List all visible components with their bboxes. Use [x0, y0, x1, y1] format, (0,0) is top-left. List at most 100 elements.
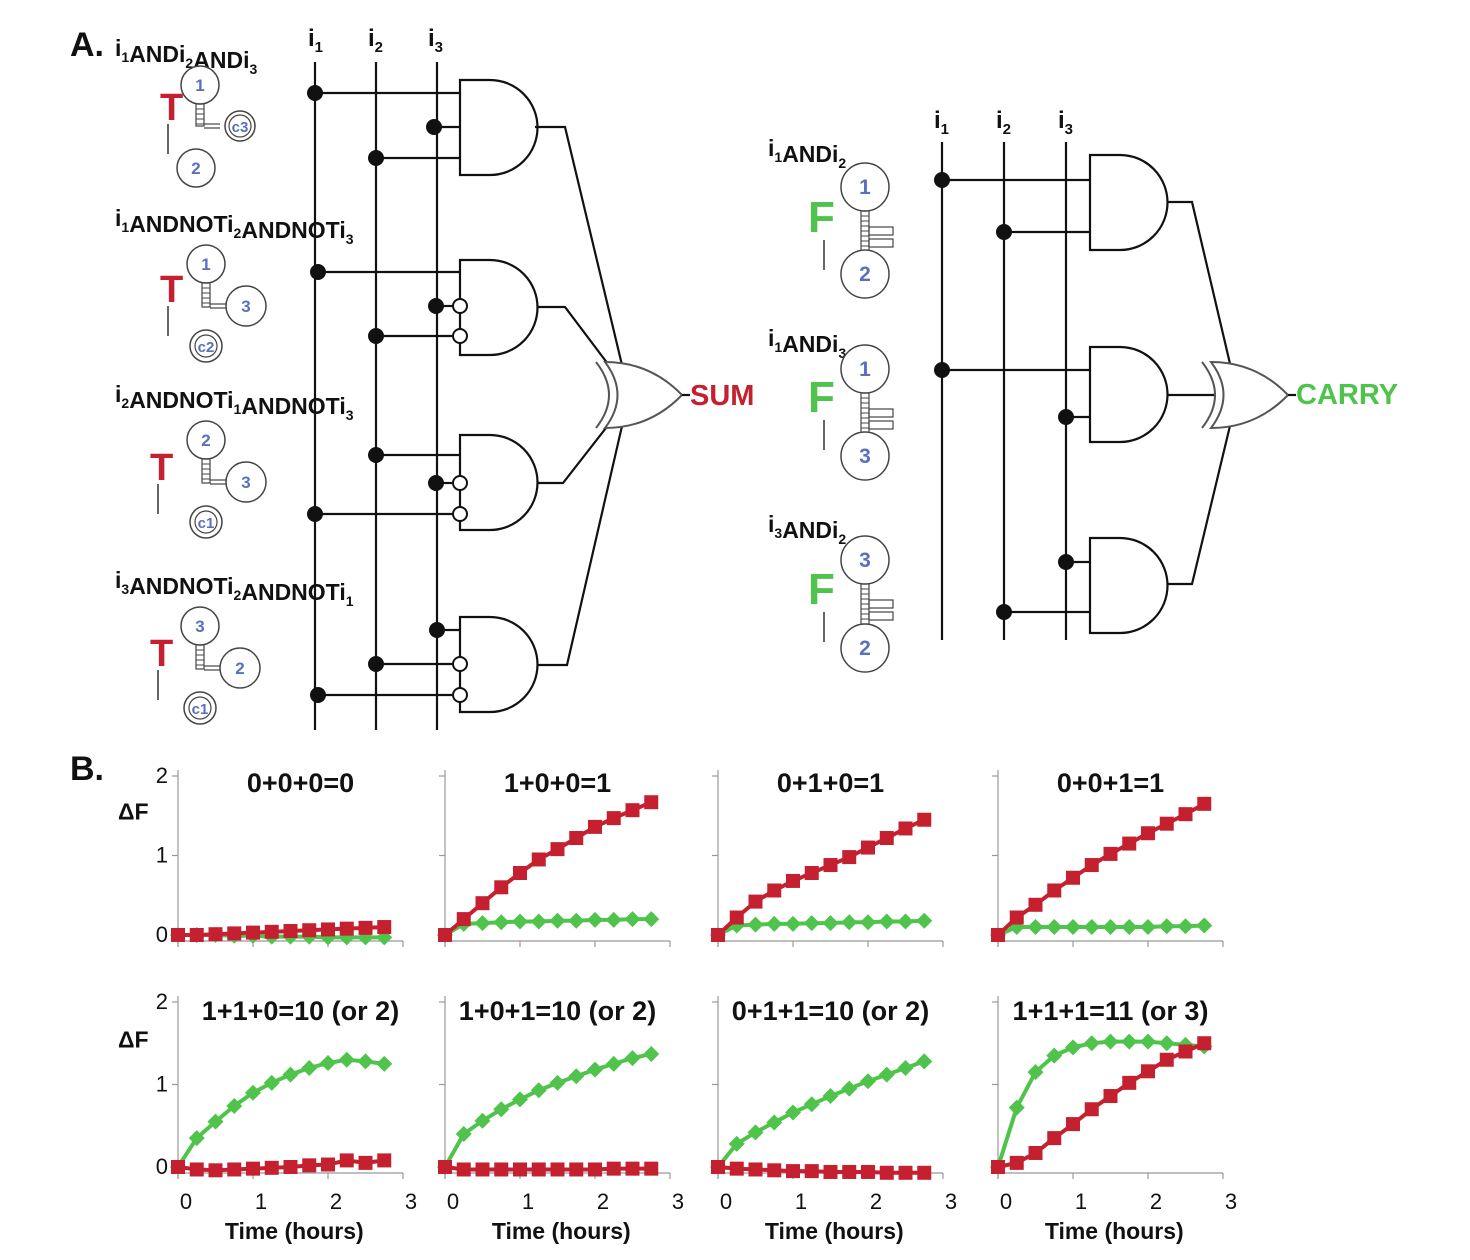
x-tick-label: 2 — [870, 1189, 882, 1214]
data-point — [1141, 826, 1155, 841]
carry-bus-label-i3: i3 — [1058, 107, 1073, 138]
panel-b: B. 0+0+0=0 0 1 2 ΔF 1+0+0=1 0+1+0=1 0+0+1=1 1+1+… — [70, 750, 1237, 1244]
data-point — [512, 1091, 528, 1108]
chart-6: 1+0+1=10 (or 2) 0 1 2 3 Time (hours) — [437, 996, 684, 1244]
data-point — [878, 1066, 895, 1083]
data-point — [493, 914, 510, 931]
data-point — [474, 1112, 491, 1129]
data-point — [748, 1162, 763, 1177]
chart-7: 0+1+1=10 (or 2) 0 1 2 3 Time (hours) — [710, 996, 957, 1244]
carry-bus-label-i2: i2 — [996, 107, 1011, 138]
data-point — [728, 1135, 745, 1152]
data-point — [531, 852, 546, 867]
data-point — [897, 1060, 914, 1076]
data-point — [549, 912, 566, 929]
loop-number: 1 — [201, 255, 210, 274]
carry-gate-3: i3ANDi2 F 3 2 — [768, 511, 894, 673]
reporter-letter: T — [150, 633, 173, 675]
reporter-letter: F — [808, 373, 835, 422]
data-point — [1121, 1033, 1138, 1050]
data-point — [1178, 1044, 1193, 1059]
chart-4: 0+0+1=1 — [990, 768, 1224, 947]
sum-or-input-4 — [537, 399, 630, 667]
data-point — [803, 1096, 820, 1113]
sum-and-gate-3 — [307, 433, 539, 532]
carry-or-input-3 — [1167, 404, 1237, 586]
data-point — [767, 1163, 782, 1178]
sum-output-label: SUM — [690, 380, 754, 412]
series-line-1 — [176, 1057, 385, 1169]
data-point — [549, 1074, 566, 1091]
data-point — [494, 1162, 509, 1177]
data-point — [1103, 846, 1118, 861]
data-point — [245, 1084, 261, 1101]
loop-number: 1 — [195, 76, 204, 95]
data-point — [767, 883, 782, 898]
data-point — [785, 915, 801, 932]
reporter-letter: T — [160, 269, 183, 311]
loop-number: c1 — [198, 515, 215, 532]
data-point — [1008, 1099, 1025, 1116]
sum-gate-label-2: i1ANDNOTi2ANDNOTi3 — [115, 205, 354, 247]
data-point — [494, 880, 509, 895]
data-point — [1084, 1102, 1099, 1117]
data-point — [438, 1160, 452, 1174]
data-point — [897, 913, 914, 930]
data-point — [246, 925, 260, 940]
data-point — [1028, 897, 1043, 912]
chart-8: 1+1+1=11 (or 3) 0 1 2 3 Time (hours) — [990, 996, 1237, 1244]
data-point — [338, 1051, 355, 1068]
data-point — [530, 913, 547, 930]
data-point — [625, 803, 640, 818]
data-point — [711, 1160, 725, 1174]
data-point — [1027, 1064, 1044, 1081]
data-point — [377, 1153, 392, 1168]
y-tick-label: 1 — [156, 1072, 168, 1097]
x-tick-label: 0 — [447, 1189, 459, 1214]
data-point — [625, 1161, 640, 1176]
data-point — [1159, 1052, 1174, 1067]
data-point — [1066, 1117, 1080, 1132]
x-axis-label: Time (hours) — [492, 1218, 631, 1244]
data-point — [264, 1160, 279, 1175]
data-point — [898, 1165, 913, 1180]
data-point — [1083, 919, 1100, 936]
data-point — [1121, 919, 1138, 936]
data-point — [786, 873, 800, 888]
data-point — [624, 1050, 641, 1067]
chart-title: 0+0+0=0 — [247, 768, 354, 798]
data-point — [283, 1160, 298, 1174]
data-point — [1178, 807, 1193, 822]
carry-or-gate — [1201, 360, 1296, 430]
sum-and-gate-4 — [310, 615, 539, 714]
data-point — [475, 896, 490, 911]
data-point — [320, 1055, 336, 1072]
data-point — [804, 1164, 819, 1179]
data-point — [358, 920, 373, 935]
loop-circle — [840, 249, 890, 299]
x-tick-label: 3 — [1225, 1189, 1237, 1214]
sum-gate-labels: i1ANDi2ANDi3T1c32i1ANDNOTi2ANDNOTi3T13c2… — [115, 35, 354, 725]
data-point — [227, 926, 242, 941]
chart-title: 1+1+1=11 (or 3) — [1013, 996, 1209, 1026]
x-tick-label: 3 — [945, 1189, 957, 1214]
carry-and-gate-3 — [996, 536, 1169, 635]
carry-output-label: CARRY — [1296, 379, 1398, 411]
x-tick-label: 3 — [405, 1189, 417, 1214]
chart-title: 0+0+1=1 — [1057, 768, 1164, 798]
data-point — [841, 914, 858, 931]
sum-or-input-3 — [537, 409, 621, 485]
data-point — [475, 1162, 490, 1177]
data-point — [644, 1161, 659, 1176]
data-point — [455, 1126, 472, 1142]
data-point — [301, 1060, 318, 1076]
loop-number: 2 — [235, 659, 244, 678]
data-point — [587, 1061, 603, 1078]
data-point — [512, 913, 528, 930]
data-point — [898, 821, 913, 836]
x-tick-label: 1 — [795, 1189, 807, 1214]
y-tick-label: 1 — [156, 843, 168, 868]
data-point — [339, 1153, 354, 1168]
data-point — [531, 1162, 546, 1177]
